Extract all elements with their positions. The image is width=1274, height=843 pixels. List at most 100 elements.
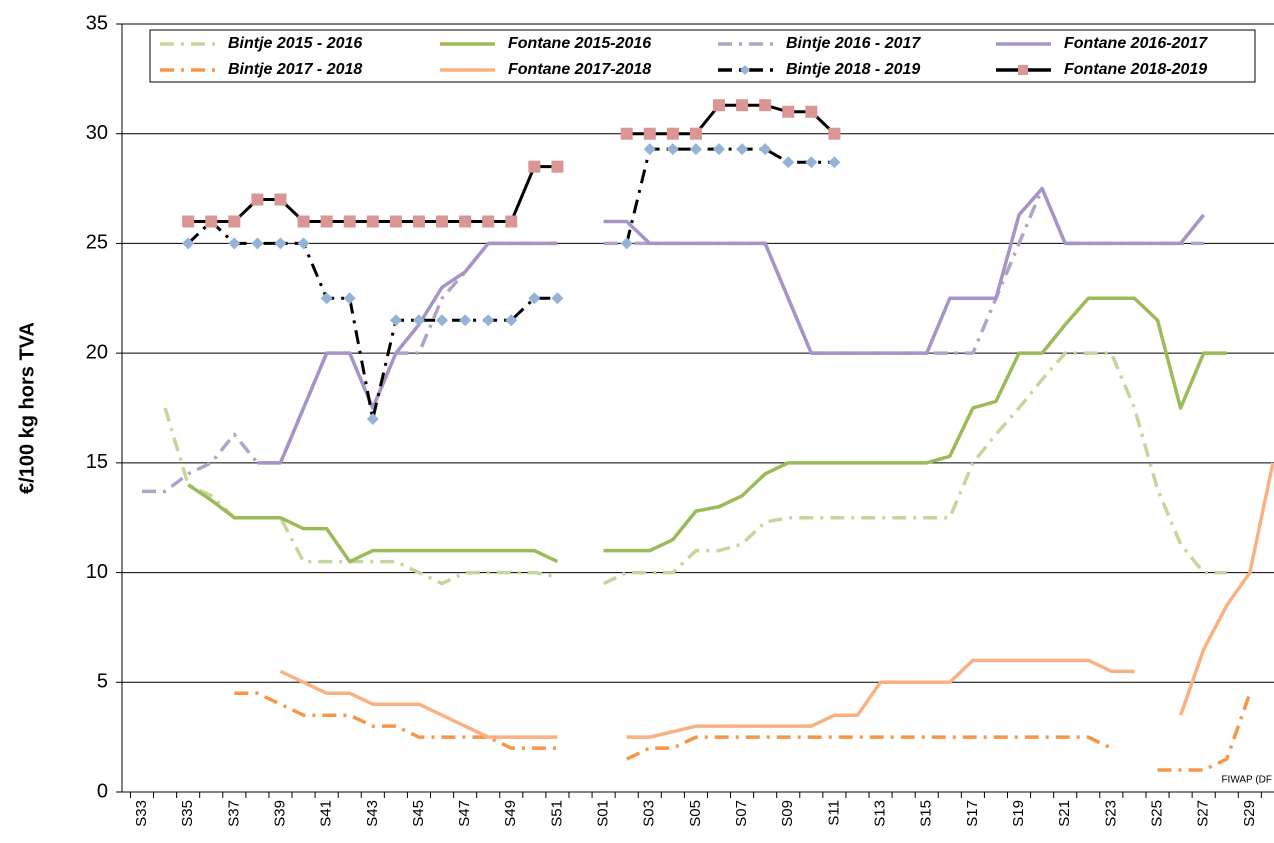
legend-marker [1018, 65, 1028, 75]
series-line [187, 147, 835, 421]
legend-label: Bintje 2015 - 2016 [228, 35, 362, 52]
marker [643, 127, 656, 140]
marker [320, 292, 333, 305]
marker [389, 314, 402, 327]
legend-label: Fontane 2017-2018 [508, 61, 651, 78]
marker [459, 314, 472, 327]
x-tick-label: S35 [179, 800, 196, 827]
x-tick-label: S19 [1010, 800, 1027, 827]
marker [182, 215, 195, 228]
marker [505, 314, 518, 327]
x-tick-label: S37 [225, 800, 242, 827]
y-tick-label: 15 [86, 451, 108, 473]
marker [274, 193, 287, 206]
y-tick-label: 10 [86, 561, 108, 583]
y-tick-label: 20 [86, 341, 108, 363]
marker [620, 237, 633, 250]
marker [228, 237, 241, 250]
legend-box [149, 29, 1256, 83]
marker [366, 215, 379, 228]
legend-label: Fontane 2016-2017 [1064, 35, 1208, 52]
marker [736, 99, 749, 112]
marker [805, 105, 818, 118]
y-tick-label: 35 [86, 12, 108, 34]
marker [297, 215, 310, 228]
marker [251, 237, 264, 250]
marker [736, 143, 749, 156]
marker [343, 292, 356, 305]
marker [689, 127, 702, 140]
marker [713, 99, 725, 112]
marker [759, 99, 772, 112]
x-tick-label: S23 [1102, 800, 1119, 827]
x-tick-label: S49 [502, 800, 519, 827]
series-line [279, 462, 1274, 739]
legend-label: Fontane 2015-2016 [508, 35, 651, 52]
marker [251, 193, 264, 206]
marker [389, 215, 402, 228]
y-axis-label: €/100 kg hors TVA [16, 322, 38, 494]
marker [320, 215, 333, 228]
x-tick-label: S09 [779, 800, 796, 827]
y-tick-label: 25 [86, 232, 108, 254]
marker [228, 215, 241, 228]
marker [782, 156, 795, 169]
marker [643, 143, 656, 156]
x-tick-label: S47 [456, 800, 473, 827]
x-tick-label: S51 [548, 800, 565, 827]
x-tick-label: S07 [733, 800, 750, 827]
legend-label: Bintje 2018 - 2019 [786, 61, 920, 78]
legend-label: Bintje 2016 - 2017 [786, 35, 921, 52]
marker [551, 160, 564, 173]
x-tick-label: S01 [595, 800, 612, 827]
x-tick-label: S05 [687, 800, 704, 827]
x-tick-label: S21 [1056, 800, 1073, 827]
marker [620, 127, 633, 140]
marker [274, 237, 287, 250]
x-tick-label: S17 [964, 800, 981, 827]
marker [828, 127, 841, 140]
series-line [163, 351, 1227, 586]
marker [828, 156, 841, 169]
marker [205, 215, 218, 228]
x-tick-label: S13 [872, 800, 889, 827]
x-tick-label: S41 [318, 800, 335, 827]
x-tick-label: S29 [1241, 800, 1258, 827]
marker [505, 215, 518, 228]
marker [713, 143, 725, 156]
marker [366, 412, 379, 425]
annotation: FIWAP (DF [1221, 775, 1272, 786]
marker [297, 237, 310, 250]
x-tick-label: S33 [133, 800, 150, 827]
y-tick-label: 0 [97, 780, 108, 802]
legend-label: Bintje 2017 - 2018 [228, 61, 362, 78]
marker [436, 314, 449, 327]
marker [666, 143, 679, 156]
x-tick-label: S27 [1195, 800, 1212, 827]
marker [551, 292, 564, 305]
x-tick-label: S45 [410, 800, 427, 827]
marker [182, 237, 195, 250]
series-line [257, 186, 1206, 465]
marker [689, 143, 702, 156]
marker [482, 314, 495, 327]
marker [343, 215, 356, 228]
series-line [142, 186, 1204, 494]
marker [412, 215, 425, 228]
marker [805, 156, 818, 169]
y-tick-label: 5 [97, 671, 108, 693]
marker [528, 160, 541, 173]
marker [666, 127, 679, 140]
y-tick-label: 30 [86, 122, 108, 144]
marker [528, 292, 541, 305]
series-line [187, 296, 1227, 564]
x-tick-label: S15 [918, 800, 935, 827]
x-tick-label: S03 [641, 800, 658, 827]
x-tick-label: S43 [364, 800, 381, 827]
x-tick-label: S39 [271, 800, 288, 827]
marker [482, 215, 495, 228]
x-tick-label: S25 [1148, 800, 1165, 827]
legend-label: Fontane 2018-2019 [1064, 61, 1207, 78]
marker [759, 143, 772, 156]
